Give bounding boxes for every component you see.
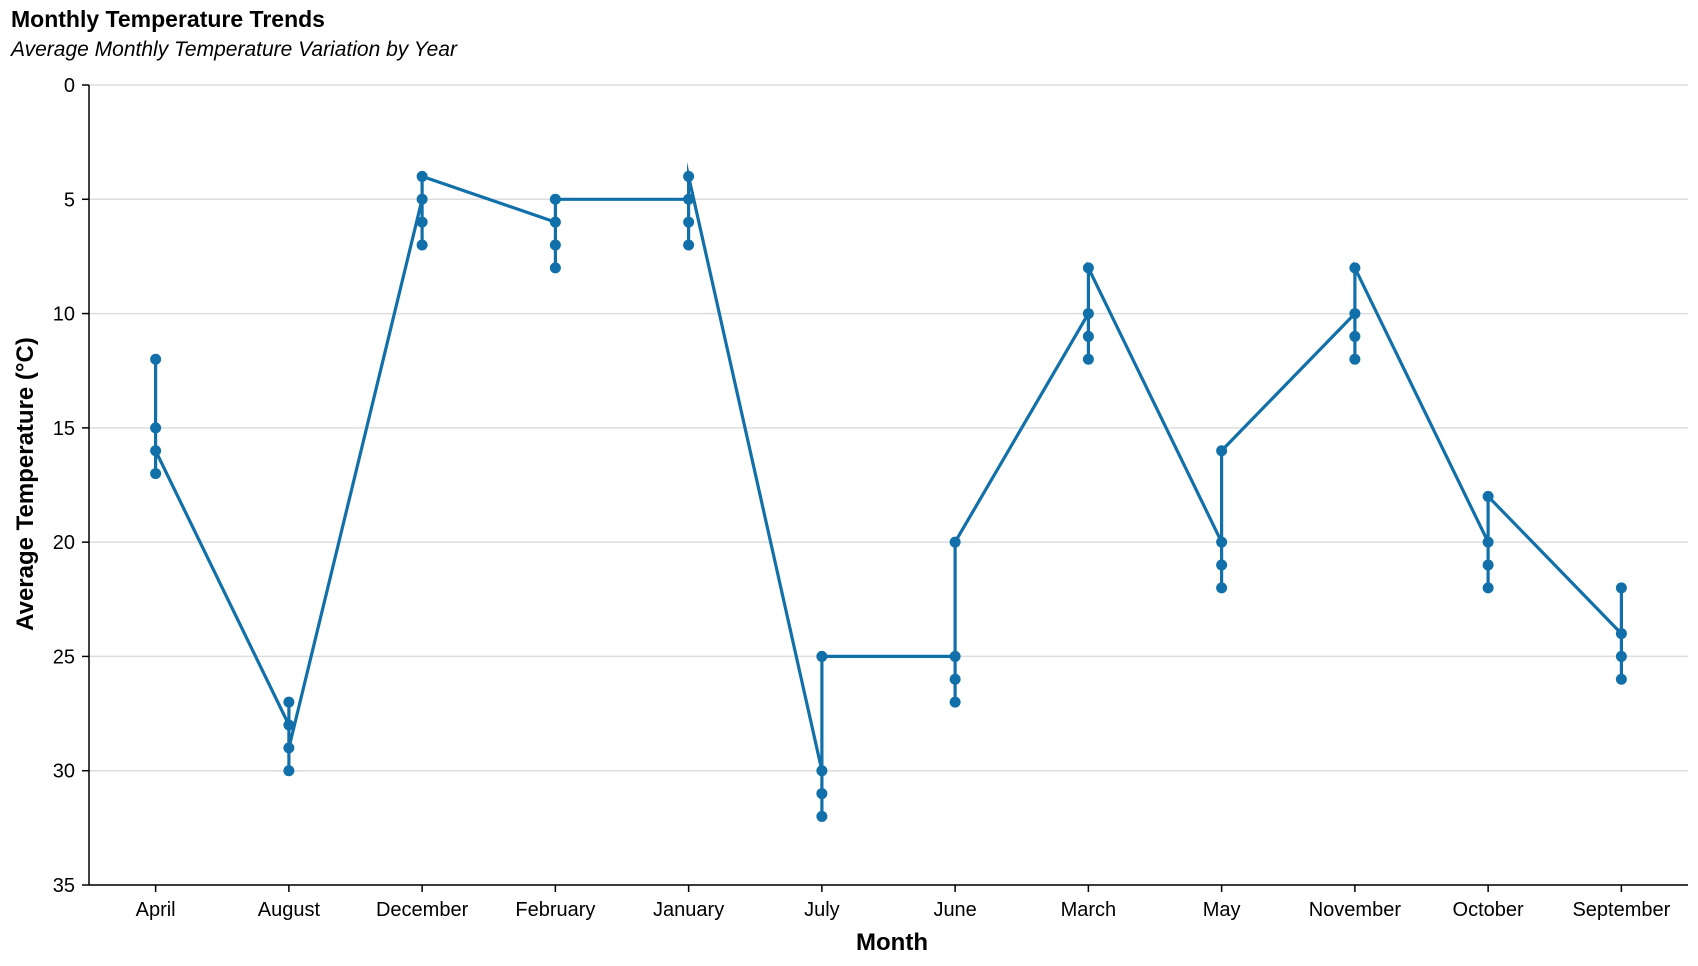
data-point — [1082, 330, 1094, 342]
data-point — [1349, 262, 1361, 274]
y-tick-label: 10 — [53, 304, 75, 326]
data-point — [1615, 628, 1627, 640]
x-tick-label: January — [653, 899, 724, 921]
data-point — [683, 239, 695, 251]
data-point — [949, 536, 961, 548]
y-tick-label: 0 — [64, 75, 75, 97]
data-point — [683, 170, 695, 182]
data-point — [150, 353, 162, 365]
x-tick-label: March — [1061, 899, 1117, 921]
y-axis-title: Average Temperature (°C) — [12, 337, 39, 631]
data-point — [1082, 262, 1094, 274]
data-point — [283, 696, 295, 708]
data-point — [283, 765, 295, 777]
data-point — [1349, 353, 1361, 365]
y-tick-label: 35 — [53, 875, 75, 897]
data-point — [949, 650, 961, 662]
chart-title: Monthly Temperature Trends — [11, 6, 325, 32]
y-tick-label: 30 — [53, 761, 75, 783]
data-point — [283, 719, 295, 731]
y-tick-label: 5 — [64, 189, 75, 211]
data-point — [1082, 353, 1094, 365]
data-point — [1216, 559, 1228, 571]
axes: 0 5 10 15 20 25 30 35 April August December Februar… — [53, 75, 1688, 921]
data-point — [1216, 582, 1228, 594]
temperature-series-line — [154, 161, 1623, 817]
data-point — [816, 788, 828, 800]
data-point — [683, 216, 695, 228]
x-tick-label: February — [515, 899, 595, 921]
data-point — [1482, 536, 1494, 548]
data-point — [150, 468, 162, 480]
x-axis-title: Month — [856, 929, 928, 956]
data-point — [1349, 330, 1361, 342]
x-tick-label: September — [1572, 899, 1670, 921]
data-point — [283, 742, 295, 754]
x-tick-label: December — [376, 899, 469, 921]
data-point — [549, 262, 561, 274]
data-point — [150, 422, 162, 434]
data-point — [1482, 490, 1494, 502]
data-point — [816, 650, 828, 662]
data-point — [549, 193, 561, 205]
y-tick-label: 20 — [53, 532, 75, 554]
data-point — [416, 193, 428, 205]
data-point — [416, 239, 428, 251]
data-point — [1615, 582, 1627, 594]
data-point — [150, 445, 162, 457]
x-tick-label: November — [1309, 899, 1402, 921]
data-point — [1082, 308, 1094, 320]
x-tick-label: April — [136, 899, 176, 921]
data-points — [150, 170, 1627, 822]
data-point — [1349, 308, 1361, 320]
chart-subtitle: Average Monthly Temperature Variation by… — [11, 38, 457, 61]
data-point — [949, 696, 961, 708]
data-point — [549, 216, 561, 228]
data-point — [1615, 673, 1627, 685]
data-point — [1482, 582, 1494, 594]
x-tick-label: May — [1203, 899, 1241, 921]
x-tick-label: July — [804, 899, 840, 921]
y-tick-label: 15 — [53, 418, 75, 440]
data-point — [416, 170, 428, 182]
data-point — [1216, 445, 1228, 457]
data-point — [416, 216, 428, 228]
data-point — [683, 193, 695, 205]
data-point — [1615, 650, 1627, 662]
gridlines — [89, 84, 1688, 886]
y-tick-label: 25 — [53, 646, 75, 668]
x-tick-label: June — [933, 899, 976, 921]
data-point — [1216, 536, 1228, 548]
data-point — [549, 239, 561, 251]
data-point — [949, 673, 961, 685]
data-point — [816, 765, 828, 777]
x-tick-label: August — [258, 899, 321, 921]
data-point — [1482, 559, 1494, 571]
series-line — [154, 161, 1623, 817]
x-tick-label: October — [1453, 899, 1524, 921]
data-point — [816, 810, 828, 822]
